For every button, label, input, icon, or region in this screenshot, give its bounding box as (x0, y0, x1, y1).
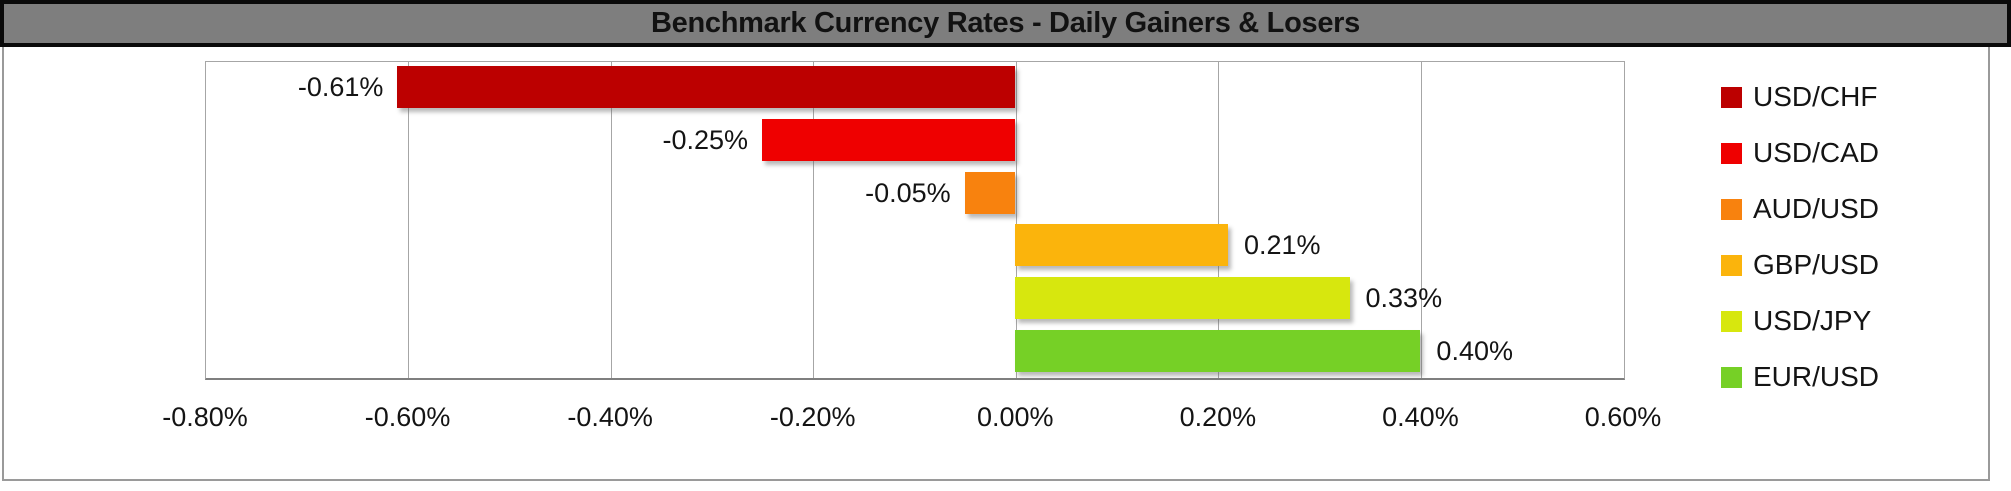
x-axis-tick-label: 0.40% (1382, 402, 1459, 432)
legend-label: USD/JPY (1753, 305, 1872, 336)
x-axis-tick-label: -0.80% (162, 402, 248, 432)
gridline (813, 62, 815, 378)
legend-item-usd-chf: USD/CHF (1721, 80, 1877, 114)
gridline (1218, 62, 1220, 378)
legend-label: GBP/USD (1753, 249, 1880, 280)
legend-item-aud-usd: AUD/USD (1721, 192, 1879, 226)
chart-title: Benchmark Currency Rates - Daily Gainers… (651, 7, 1360, 39)
legend-swatch (1721, 142, 1742, 164)
gridline (1015, 62, 1017, 378)
x-axis-tick-label: -0.60% (364, 402, 451, 432)
bar-aud-usd (964, 171, 1016, 214)
bar-eur-usd (1015, 329, 1421, 372)
legend-label: USD/CHF (1753, 81, 1878, 112)
bar-value-label: 0.33% (1365, 283, 1443, 313)
legend-swatch (1721, 366, 1742, 388)
legend-item-usd-cad: USD/CAD (1721, 136, 1879, 170)
bar-value-label: 0.40% (1436, 335, 1513, 366)
plot-area (205, 61, 1625, 380)
bar-value-label: -0.05% (865, 177, 951, 208)
gridline (610, 62, 612, 378)
bar-value-label: -0.25% (662, 125, 749, 155)
bar-usd-cad (762, 119, 1016, 161)
bar-gbp-usd (1015, 224, 1228, 267)
gridline (408, 62, 410, 378)
legend-swatch (1721, 86, 1742, 108)
legend-swatch (1721, 198, 1742, 220)
legend-swatch (1721, 310, 1742, 332)
x-axis-tick-label: 0.00% (977, 402, 1054, 432)
x-axis-tick-label: 0.20% (1179, 402, 1257, 432)
legend-label: USD/CAD (1753, 137, 1880, 168)
x-axis-tick-label: 0.60% (1584, 402, 1662, 432)
legend-label: EUR/USD (1753, 361, 1880, 392)
bar-usd-chf (397, 66, 1016, 109)
gridline (1420, 62, 1422, 378)
bar-value-label: 0.21% (1243, 230, 1321, 261)
legend-label: AUD/USD (1753, 193, 1880, 224)
legend-item-gbp-usd: GBP/USD (1721, 248, 1879, 282)
bar-usd-jpy (1015, 277, 1350, 319)
legend-swatch (1721, 254, 1742, 276)
bar-value-label: -0.61% (297, 72, 384, 103)
chart-title-bar: Benchmark Currency Rates - Daily Gainers… (0, 0, 2011, 47)
x-axis-tick-label: -0.40% (567, 402, 653, 432)
x-axis-tick-label: -0.20% (769, 402, 856, 432)
legend-item-eur-usd: EUR/USD (1721, 360, 1879, 394)
legend-item-usd-jpy: USD/JPY (1721, 304, 1871, 338)
